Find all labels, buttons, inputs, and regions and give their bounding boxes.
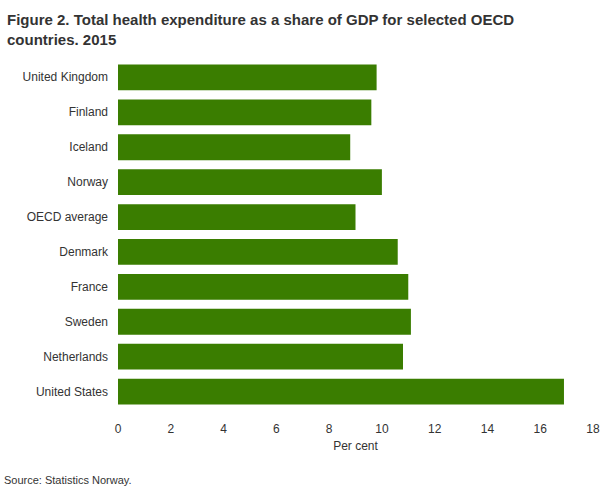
svg-text:Norway: Norway <box>67 175 108 189</box>
svg-text:16: 16 <box>534 422 548 436</box>
svg-text:Figure 2. Total health expendi: Figure 2. Total health expenditure as a … <box>7 11 518 28</box>
svg-text:0: 0 <box>115 422 122 436</box>
svg-text:18: 18 <box>586 422 600 436</box>
svg-text:Finland: Finland <box>69 105 108 119</box>
svg-text:United States: United States <box>36 385 108 399</box>
svg-text:United Kingdom: United Kingdom <box>23 70 108 84</box>
svg-text:12: 12 <box>428 422 442 436</box>
svg-text:4: 4 <box>220 422 227 436</box>
svg-text:France: France <box>71 280 109 294</box>
svg-text:14: 14 <box>481 422 495 436</box>
svg-text:countries. 2015: countries. 2015 <box>7 31 116 48</box>
svg-text:OECD average: OECD average <box>27 210 109 224</box>
svg-text:Sweden: Sweden <box>65 315 108 329</box>
svg-text:6: 6 <box>273 422 280 436</box>
svg-text:2: 2 <box>167 422 174 436</box>
svg-text:Netherlands: Netherlands <box>43 350 108 364</box>
svg-text:8: 8 <box>326 422 333 436</box>
svg-text:Source: Statistics Norway.: Source: Statistics Norway. <box>4 474 132 486</box>
svg-text:Denmark: Denmark <box>59 245 109 259</box>
svg-text:10: 10 <box>375 422 389 436</box>
svg-text:Per cent: Per cent <box>333 439 378 453</box>
svg-text:Iceland: Iceland <box>69 140 108 154</box>
